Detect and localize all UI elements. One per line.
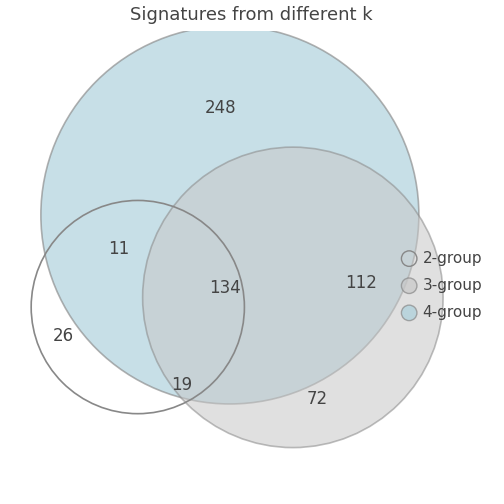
Text: 19: 19	[171, 375, 192, 394]
Text: 2-group: 2-group	[423, 251, 482, 266]
Circle shape	[401, 305, 417, 321]
Text: 134: 134	[209, 279, 241, 297]
Text: 112: 112	[345, 274, 376, 292]
Text: 11: 11	[108, 240, 129, 258]
Text: 26: 26	[52, 327, 74, 345]
Text: 248: 248	[204, 99, 236, 117]
Text: 72: 72	[306, 390, 328, 408]
Text: 4-group: 4-group	[423, 305, 482, 321]
Text: 3-group: 3-group	[423, 278, 482, 293]
Circle shape	[401, 278, 417, 293]
Title: Signatures from different k: Signatures from different k	[130, 6, 372, 24]
Circle shape	[143, 147, 443, 448]
Circle shape	[41, 26, 419, 404]
